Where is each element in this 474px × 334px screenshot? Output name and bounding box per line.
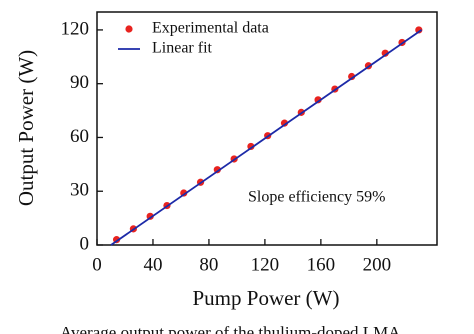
data-point [348, 72, 356, 81]
y-tick-label: 60 [70, 126, 89, 147]
annotation: Slope efficiency 59% [248, 189, 385, 206]
y-tick-label: 30 [70, 180, 89, 201]
legend-label: Linear fit [152, 40, 213, 57]
data-point [247, 142, 255, 151]
y-tick-label: 120 [61, 18, 90, 39]
y-tick-label: 90 [70, 72, 89, 93]
plot-frame [96, 11, 438, 246]
legend-marker [125, 25, 133, 33]
x-axis-label: Pump Power (W) [193, 286, 340, 310]
y-tick-label: 0 [80, 233, 90, 254]
x-tick-label: 80 [199, 254, 218, 275]
data-point [415, 26, 423, 34]
data-point [280, 119, 289, 127]
x-tick-label: 40 [143, 254, 162, 275]
x-tick-label: 120 [251, 254, 280, 275]
fit-line [110, 29, 423, 246]
caption: Average output power of the thulium-dope… [60, 323, 401, 334]
data-point [314, 96, 322, 104]
x-tick-label: 0 [92, 254, 102, 275]
x-tick-label: 160 [307, 254, 336, 275]
data-point [381, 49, 389, 57]
x-tick-label: 200 [363, 254, 392, 275]
y-axis-label: Output Power (W) [14, 50, 38, 206]
legend-label: Experimental data [152, 20, 269, 37]
